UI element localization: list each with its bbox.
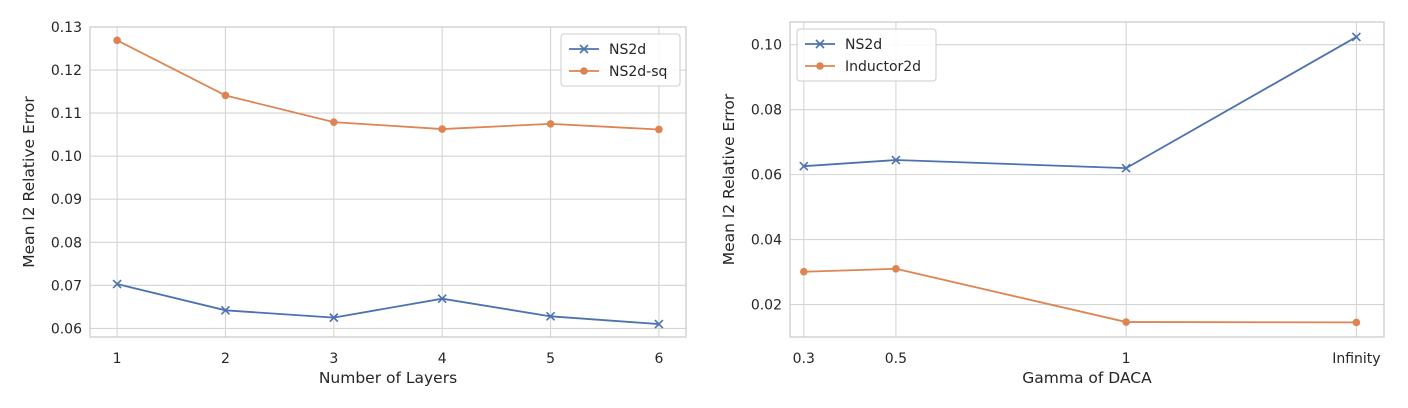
x-tick-label: 1 [1122, 351, 1131, 367]
x-axis-label: Number of Layers [319, 369, 457, 387]
x-tick-label: 0.3 [793, 351, 815, 367]
y-tick-label: 0.10 [751, 38, 782, 54]
data-point [1351, 32, 1361, 42]
legend-label: NS2d [845, 37, 882, 53]
data-point [329, 313, 339, 323]
data-point [113, 36, 121, 45]
y-tick-label: 0.08 [51, 235, 82, 251]
data-point [1121, 163, 1131, 173]
y-tick-label: 0.08 [751, 103, 782, 119]
data-point [330, 118, 338, 126]
data-point [800, 267, 808, 276]
legend-marker [579, 44, 589, 54]
series-line-ns2d [116, 283, 659, 325]
chart-1: 1 2 3 4 5 6 0.06 0.07 0.08 0.09 0.10 0.11 0.12 0.13 Nu… [20, 20, 687, 387]
x-tick-label: 0.5 [885, 351, 907, 367]
series-line-ns2d [803, 36, 1357, 170]
legend-marker [580, 67, 588, 75]
data-point [438, 125, 446, 133]
data-point [799, 161, 809, 171]
data-point [112, 279, 122, 289]
x-tick-label: 6 [654, 351, 663, 367]
data-point [1122, 318, 1130, 326]
plot-frame [789, 21, 1385, 338]
legend-label: NS2d-sq [609, 64, 667, 80]
series-line-inductor2d [803, 267, 1357, 324]
y-tick-label: 0.04 [751, 233, 782, 249]
data-point [221, 91, 230, 100]
data-point [892, 265, 900, 273]
data-point [437, 294, 447, 304]
y-tick-label: 0.10 [51, 149, 82, 165]
y-axis-label: Mean l2 Relative Error [720, 93, 738, 265]
x-tick-label: 5 [546, 351, 555, 367]
y-tick-label: 0.06 [751, 168, 782, 184]
y-tick-label: 0.02 [751, 298, 782, 314]
data-point [1352, 318, 1361, 327]
series-line-ns2d-sq [116, 39, 659, 131]
x-axis-label: Gamma of DACA [1022, 369, 1152, 387]
x-tick-label: 3 [329, 351, 338, 367]
y-tick-label: 0.06 [51, 321, 82, 337]
data-point [220, 305, 231, 315]
x-tick-label: 1 [113, 351, 122, 367]
legend-marker [816, 62, 824, 70]
legend: NS2d Inductor2d [796, 28, 937, 82]
legend-marker [815, 39, 825, 49]
data-point [891, 155, 901, 165]
plot-frame [89, 26, 687, 338]
y-tick-label: 0.13 [51, 20, 82, 36]
legend-box [796, 28, 937, 82]
x-tick-label: 4 [438, 351, 447, 367]
y-tick-label: 0.07 [51, 278, 82, 294]
x-tick-label: 2 [221, 351, 230, 367]
y-tick-label: 0.12 [51, 63, 82, 79]
data-point [545, 311, 556, 321]
y-axis-label: Mean l2 Relative Error [20, 96, 38, 268]
legend-label: NS2d [609, 42, 646, 58]
y-tick-label: 0.09 [51, 192, 82, 208]
data-point [655, 125, 663, 134]
legend: NS2d NS2d-sq [560, 33, 681, 87]
data-point [654, 319, 664, 329]
legend-box [560, 33, 681, 87]
y-tick-label: 0.11 [51, 106, 82, 122]
data-point [546, 120, 555, 128]
x-tick-label: Infinity [1332, 351, 1380, 367]
legend-label: Inductor2d [845, 59, 921, 75]
chart-2: 0.3 0.5 1 Infinity 0.02 0.04 0.06 0.08 0.10 Gamma… [720, 21, 1385, 387]
